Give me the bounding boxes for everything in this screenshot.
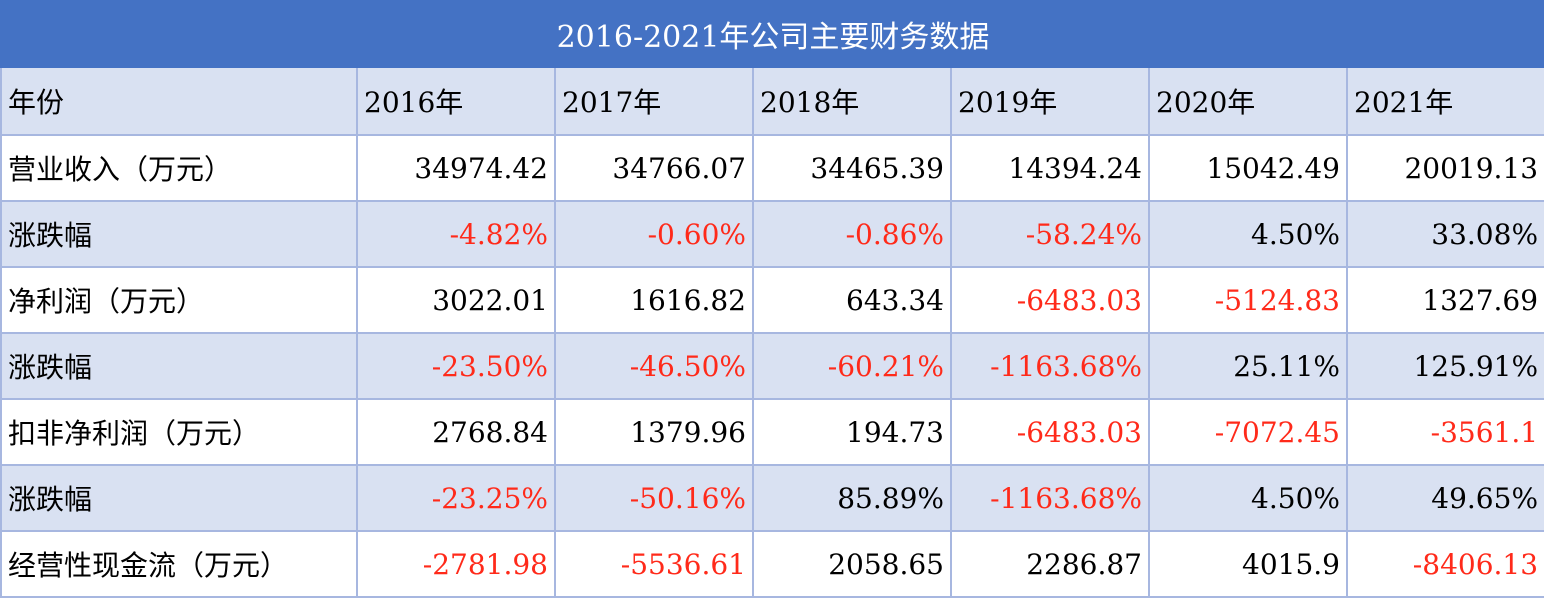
table-cell: 4.50% (1148, 464, 1348, 532)
table-cell: 1379.96 (554, 398, 754, 466)
table-cell: -6483.03 (950, 266, 1150, 334)
table-title: 2016-2021年公司主要财务数据 (0, 0, 1544, 68)
table-cell: -8406.13 (1345, 530, 1544, 598)
row-label: 涨跌幅 (0, 332, 358, 400)
table-cell: -1163.68% (950, 464, 1150, 532)
table-cell: 125.91% (1345, 332, 1544, 400)
table-cell: 14394.24 (950, 134, 1150, 202)
table-row: 涨跌幅 -4.82% -0.60% -0.86% -58.24% 4.50% 33.08% (0, 200, 1544, 268)
table-cell: 2768.84 (356, 398, 556, 466)
table-cell: 15042.49 (1148, 134, 1348, 202)
column-header-2019: 2019年 (950, 66, 1150, 136)
table-cell: -5124.83 (1148, 266, 1348, 334)
row-label: 经营性现金流（万元） (0, 530, 358, 598)
table-cell: 4.50% (1148, 200, 1348, 268)
table-cell: -1163.68% (950, 332, 1150, 400)
table-cell: 34766.07 (554, 134, 754, 202)
row-label: 涨跌幅 (0, 200, 358, 268)
table-cell: -23.50% (356, 332, 556, 400)
table-cell: 1327.69 (1345, 266, 1544, 334)
table-cell: 25.11% (1148, 332, 1348, 400)
table-cell: -2781.98 (356, 530, 556, 598)
table-cell: -7072.45 (1148, 398, 1348, 466)
header-row: 年份 2016年 2017年 2018年 2019年 2020年 2021年 (0, 66, 1544, 136)
table-cell: 2058.65 (752, 530, 952, 598)
table-cell: -6483.03 (950, 398, 1150, 466)
table-row: 扣非净利润（万元） 2768.84 1379.96 194.73 -6483.03 -70… (0, 398, 1544, 466)
table-cell: 20019.13 (1345, 134, 1544, 202)
table-cell: -50.16% (554, 464, 754, 532)
row-label: 净利润（万元） (0, 266, 358, 334)
column-header-2021: 2021年 (1345, 66, 1544, 136)
table-cell: 1616.82 (554, 266, 754, 334)
row-label: 营业收入（万元） (0, 134, 358, 202)
table-cell: -58.24% (950, 200, 1150, 268)
table-cell: -3561.1 (1345, 398, 1544, 466)
table-cell: -60.21% (752, 332, 952, 400)
table-row: 净利润（万元） 3022.01 1616.82 643.34 -6483.03 -5124… (0, 266, 1544, 334)
row-label: 涨跌幅 (0, 464, 358, 532)
table-cell: -4.82% (356, 200, 556, 268)
header-label: 年份 (0, 66, 358, 136)
table-row: 涨跌幅 -23.25% -50.16% 85.89% -1163.68% 4.50% 49.… (0, 464, 1544, 532)
table-cell: 85.89% (752, 464, 952, 532)
table-cell: 33.08% (1345, 200, 1544, 268)
table-cell: 4015.9 (1148, 530, 1348, 598)
table-row: 营业收入（万元） 34974.42 34766.07 34465.39 14394.24… (0, 134, 1544, 202)
table-row: 涨跌幅 -23.50% -46.50% -60.21% -1163.68% 25.11% 1… (0, 332, 1544, 400)
column-header-2017: 2017年 (554, 66, 754, 136)
table-cell: 34974.42 (356, 134, 556, 202)
table-cell: 194.73 (752, 398, 952, 466)
table-cell: -46.50% (554, 332, 754, 400)
title-row: 2016-2021年公司主要财务数据 (0, 0, 1544, 68)
table-cell: 3022.01 (356, 266, 556, 334)
column-header-2018: 2018年 (752, 66, 952, 136)
table-cell: -23.25% (356, 464, 556, 532)
table-cell: -0.60% (554, 200, 754, 268)
column-header-2016: 2016年 (356, 66, 556, 136)
row-label: 扣非净利润（万元） (0, 398, 358, 466)
table-cell: 34465.39 (752, 134, 952, 202)
column-header-2020: 2020年 (1148, 66, 1348, 136)
table-cell: 643.34 (752, 266, 952, 334)
table-cell: 49.65% (1345, 464, 1544, 532)
table-cell: -0.86% (752, 200, 952, 268)
table-cell: 2286.87 (950, 530, 1150, 598)
table-cell: -5536.61 (554, 530, 754, 598)
table-row: 经营性现金流（万元） -2781.98 -5536.61 2058.65 2286.87… (0, 530, 1544, 598)
